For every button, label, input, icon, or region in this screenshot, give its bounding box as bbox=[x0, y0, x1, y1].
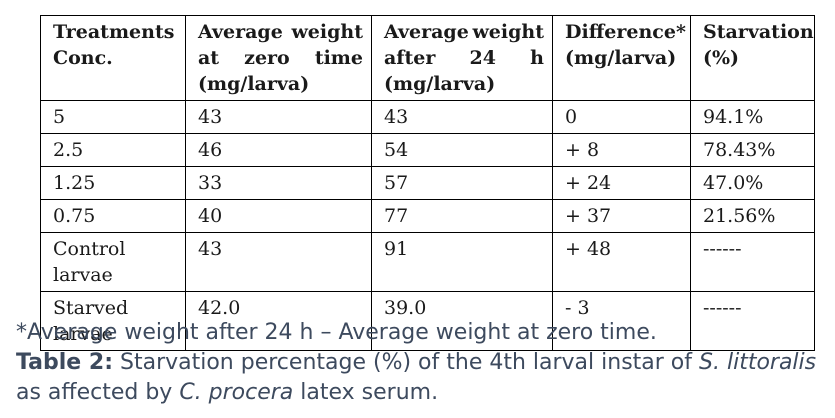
header-line: Average weight bbox=[198, 21, 363, 43]
header-line: Conc. bbox=[53, 47, 113, 69]
header-treatments: Treatments Conc. bbox=[40, 15, 186, 101]
cell-difference: + 8 bbox=[552, 133, 691, 167]
cell-weight-24h: 54 bbox=[371, 133, 553, 167]
cell-weight-24h: 39.0 bbox=[371, 291, 553, 351]
table-row: 0.75 40 77 + 37 21.56% bbox=[40, 199, 815, 233]
header-line: (mg/larva) bbox=[198, 73, 310, 95]
cell-difference: + 37 bbox=[552, 199, 691, 233]
cell-weight-zero: 33 bbox=[185, 166, 372, 200]
cell-starvation: 21.56% bbox=[690, 199, 815, 233]
cell-difference: - 3 bbox=[552, 291, 691, 351]
cell-concentration: Starved larvae bbox=[40, 291, 186, 351]
cell-concentration: Control larvae bbox=[40, 232, 186, 292]
header-avg-weight-24h: Average weight after 24 h (mg/larva) bbox=[371, 15, 553, 101]
table-row: 1.25 33 57 + 24 47.0% bbox=[40, 166, 815, 200]
cell-weight-zero: 40 bbox=[185, 199, 372, 233]
cell-weight-zero: 42.0 bbox=[185, 291, 372, 351]
header-line: Average weight bbox=[384, 21, 544, 43]
header-difference: Difference* (mg/larva) bbox=[552, 15, 691, 101]
cell-weight-24h: 43 bbox=[371, 100, 553, 134]
header-line-justified: Average weight bbox=[198, 19, 363, 45]
header-line: (%) bbox=[703, 47, 740, 69]
cell-weight-zero: 43 bbox=[185, 232, 372, 292]
cell-weight-24h: 77 bbox=[371, 199, 553, 233]
header-starvation: Starvation (%) bbox=[690, 15, 815, 101]
starvation-table: Treatments Conc. Average weight at zero tim… bbox=[40, 15, 815, 351]
header-line: (mg/larva) bbox=[384, 73, 496, 95]
cell-difference: 0 bbox=[552, 100, 691, 134]
header-line: Starvation bbox=[703, 21, 814, 43]
cell-concentration: 1.25 bbox=[40, 166, 186, 200]
cell-difference: + 48 bbox=[552, 232, 691, 292]
cell-concentration: 2.5 bbox=[40, 133, 186, 167]
caption-text: latex serum. bbox=[293, 380, 439, 405]
cell-difference: + 24 bbox=[552, 166, 691, 200]
species-name: C. procera bbox=[179, 380, 294, 405]
cell-weight-zero: 46 bbox=[185, 133, 372, 167]
cell-starvation: ------ bbox=[690, 291, 815, 351]
table-row: Control larvae 43 91 + 48 ------ bbox=[40, 232, 815, 292]
cell-concentration: 5 bbox=[40, 100, 186, 134]
caption-text: as affected by bbox=[16, 380, 180, 405]
species-name: S. littoralis bbox=[699, 350, 817, 375]
caption-text: Starvation percentage (%) of the 4th lar… bbox=[113, 350, 700, 375]
cell-starvation: 78.43% bbox=[690, 133, 815, 167]
header-line: after 24 h bbox=[384, 47, 544, 69]
caption-label: Table 2: bbox=[16, 350, 113, 375]
table-row: 5 43 43 0 94.1% bbox=[40, 100, 815, 134]
header-line: Treatments bbox=[53, 21, 175, 43]
footnote: *Average weight after 24 h – Average wei… bbox=[16, 320, 657, 345]
cell-concentration: 0.75 bbox=[40, 199, 186, 233]
cell-weight-24h: 57 bbox=[371, 166, 553, 200]
header-line: at zero time bbox=[198, 47, 363, 69]
header-avg-weight-zero: Average weight at zero time (mg/larva) bbox=[185, 15, 372, 101]
cell-starvation: 47.0% bbox=[690, 166, 815, 200]
table-header-row: Treatments Conc. Average weight at zero tim… bbox=[40, 15, 815, 101]
cell-starvation: 94.1% bbox=[690, 100, 815, 134]
cell-weight-24h: 91 bbox=[371, 232, 553, 292]
header-line: (mg/larva) bbox=[565, 47, 677, 69]
table-row: 2.5 46 54 + 8 78.43% bbox=[40, 133, 815, 167]
cell-weight-zero: 43 bbox=[185, 100, 372, 134]
table-caption: *Average weight after 24 h – Average wei… bbox=[16, 318, 826, 408]
caption-title: Table 2: Starvation percentage (%) of th… bbox=[16, 348, 826, 408]
data-table-container: Treatments Conc. Average weight at zero tim… bbox=[40, 15, 815, 351]
cell-starvation: ------ bbox=[690, 232, 815, 292]
table-row: Starved larvae 42.0 39.0 - 3 ------ bbox=[40, 291, 815, 351]
header-line: Difference* bbox=[565, 21, 686, 43]
